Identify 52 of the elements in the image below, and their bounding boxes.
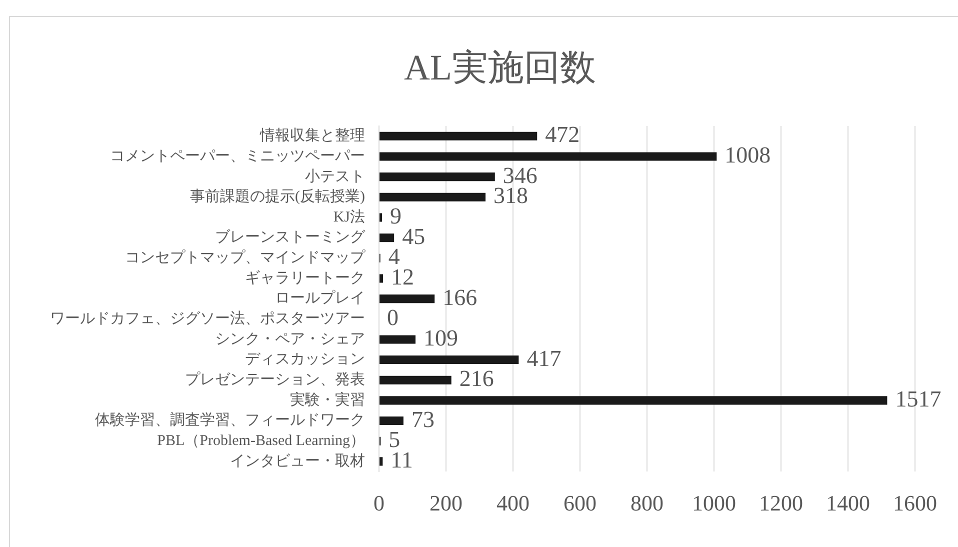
y-tick-label: ディスカッション — [245, 352, 365, 368]
data-label: 472 — [545, 122, 580, 148]
data-label: 109 — [424, 326, 458, 351]
y-tick-label: 事前課題の提示(反転授業) — [190, 188, 365, 206]
y-tick-label: 体験学習、調査学習、フィールドワーク — [95, 412, 365, 429]
x-tick-label: 1400 — [826, 490, 870, 516]
bar — [380, 274, 384, 283]
data-label: 166 — [442, 284, 478, 310]
x-tick-label: 1600 — [893, 490, 937, 516]
y-tick-label: シンク・ペア・シェア — [215, 331, 365, 348]
y-tick-label: 情報収集と整理 — [259, 127, 365, 144]
x-tick-label: 200 — [430, 490, 462, 516]
y-tick-label: コメントペーパー、ミニッツペーパー — [110, 148, 365, 164]
y-tick-label: インタビュー・取材 — [230, 452, 365, 470]
bar — [380, 172, 495, 182]
bar — [380, 234, 394, 242]
data-label: 1008 — [724, 142, 771, 168]
data-label: 9 — [390, 204, 402, 229]
bar — [380, 376, 452, 384]
x-tick-label: 0 — [374, 490, 384, 516]
data-label: 73 — [411, 406, 434, 432]
y-tick-label: ロールプレイ — [275, 290, 365, 307]
bar — [380, 132, 538, 140]
chart-title: AL実施回数 — [404, 47, 596, 88]
y-tick-label: PBL（Problem-Based Learning） — [157, 433, 365, 450]
y-tick-label: ギャラリートーク — [245, 269, 365, 286]
y-tick-label: プレゼンテーション、発表 — [185, 371, 365, 388]
data-label: 1517 — [895, 386, 942, 412]
bar — [380, 416, 404, 426]
x-tick-label: 1200 — [759, 490, 803, 516]
x-tick-label: 400 — [496, 490, 530, 516]
data-label: 417 — [526, 346, 562, 371]
y-tick-label: ブレーンストーミング — [215, 228, 366, 246]
bar — [380, 356, 519, 364]
x-tick-label: 800 — [630, 490, 664, 516]
bar — [380, 213, 382, 222]
x-tick-label: 600 — [564, 490, 596, 516]
y-tick-label: KJ法 — [333, 208, 365, 226]
y-tick-label: 実験・実習 — [290, 391, 365, 408]
bar — [380, 396, 888, 405]
bar — [380, 152, 717, 161]
x-tick-label: 1000 — [692, 490, 736, 516]
data-label: 216 — [459, 366, 494, 392]
y-tick-label: ワールドカフェ、ジグソー法、ポスターツアー — [50, 310, 365, 328]
bar — [380, 192, 486, 202]
bar — [380, 457, 383, 466]
y-tick-label: コンセプトマップ、マインドマップ — [125, 249, 366, 266]
data-label: 0 — [387, 305, 398, 330]
bar — [380, 335, 416, 344]
y-tick-label: 小テスト — [305, 168, 365, 185]
bar — [380, 294, 435, 304]
data-label: 45 — [402, 224, 426, 249]
